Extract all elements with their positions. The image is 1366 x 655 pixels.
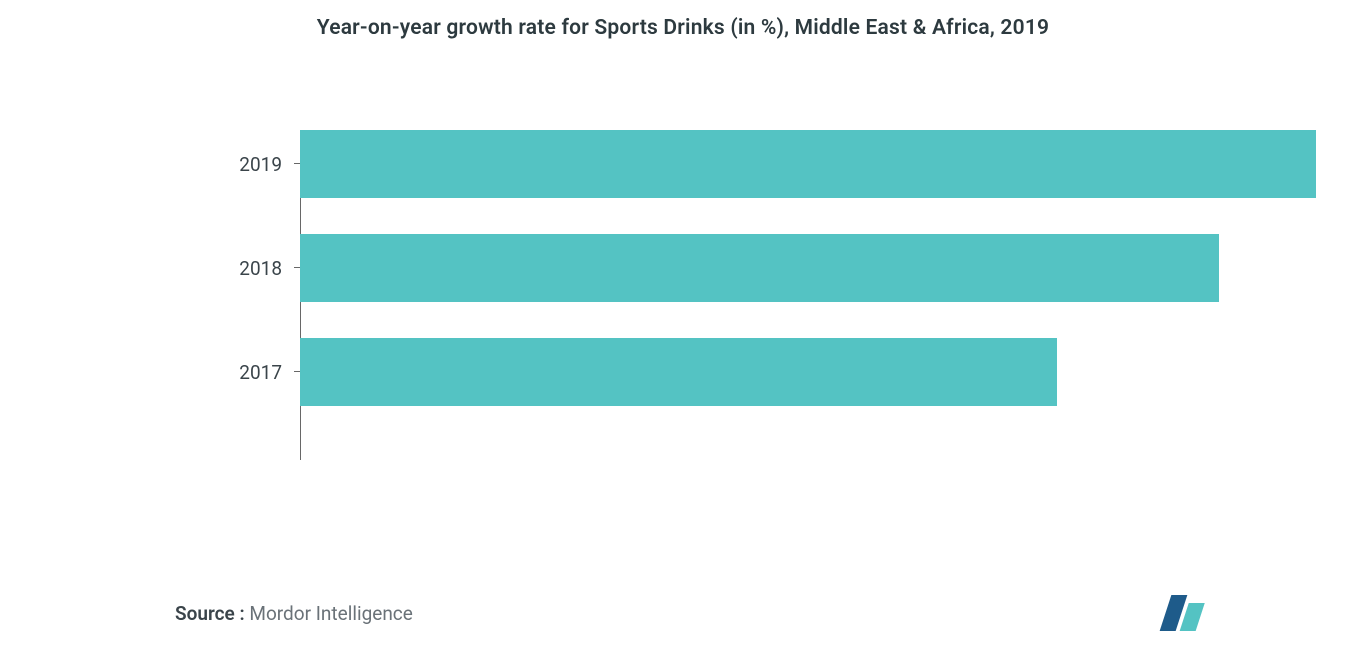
bar [300, 234, 1219, 302]
bar-row: 2018 [300, 234, 1219, 302]
source-value: Mordor Intelligence [249, 602, 412, 625]
source-label: Source : [175, 602, 245, 625]
y-axis-label: 2019 [239, 153, 282, 176]
bar-row: 2017 [300, 338, 1057, 406]
chart-plot-area: 2019 2018 2017 [300, 130, 1316, 460]
y-axis-label: 2018 [239, 257, 282, 280]
bar [300, 130, 1316, 198]
chart-container: Year-on-year growth rate for Sports Drin… [0, 0, 1366, 655]
bar [300, 338, 1057, 406]
mordor-logo [1154, 593, 1216, 633]
logo-bar-2 [1180, 603, 1205, 631]
chart-title: Year-on-year growth rate for Sports Drin… [0, 16, 1366, 40]
y-axis-label: 2017 [239, 361, 282, 384]
source-footer: Source : Mordor Intelligence [175, 602, 413, 625]
bar-row: 2019 [300, 130, 1316, 198]
